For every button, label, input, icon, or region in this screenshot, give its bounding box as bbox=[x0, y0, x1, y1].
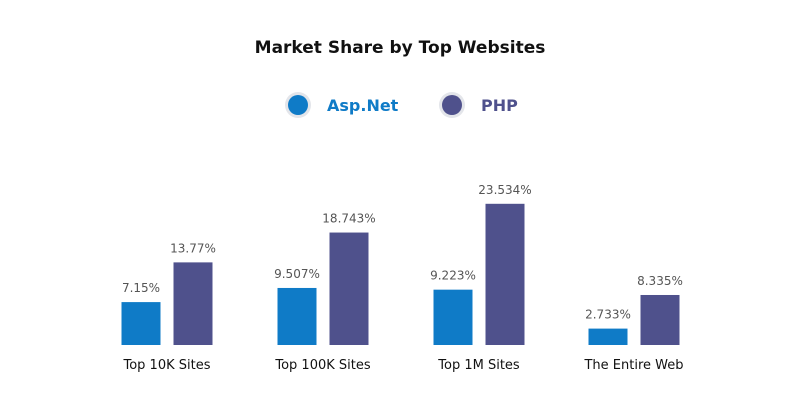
x-tick-label: Top 100K Sites bbox=[274, 358, 370, 373]
bar-php-2 bbox=[485, 203, 525, 345]
bar-aspnet-3 bbox=[588, 328, 628, 345]
chart-title: Market Share by Top Websites bbox=[255, 38, 546, 58]
data-label: 13.77% bbox=[170, 241, 216, 255]
data-label: 18.743% bbox=[322, 212, 375, 226]
bars: 7.15% 13.77% Top 10K Sites 9.507% 18.743% Top… bbox=[121, 183, 684, 373]
legend-label-aspnet: Asp.Net bbox=[327, 96, 399, 115]
legend-marker-php-dot bbox=[442, 95, 462, 115]
bar-php-0 bbox=[173, 262, 213, 345]
bar-php-3 bbox=[640, 294, 680, 345]
bar-aspnet-1 bbox=[277, 287, 317, 345]
data-label: 2.733% bbox=[585, 308, 631, 322]
data-label: 23.534% bbox=[478, 183, 531, 197]
x-tick-label: Top 1M Sites bbox=[437, 358, 520, 373]
data-label: 7.15% bbox=[122, 281, 160, 295]
data-label: 9.223% bbox=[430, 269, 476, 283]
data-label: 8.335% bbox=[637, 274, 683, 288]
x-tick-label: The Entire Web bbox=[583, 358, 683, 373]
legend: Asp.Net PHP bbox=[285, 92, 518, 118]
bar-php-1 bbox=[329, 232, 369, 345]
x-tick-label: Top 10K Sites bbox=[122, 358, 210, 373]
legend-marker-aspnet-dot bbox=[288, 95, 308, 115]
legend-label-php: PHP bbox=[481, 96, 518, 115]
bar-aspnet-2 bbox=[433, 289, 473, 345]
bar-aspnet-0 bbox=[121, 302, 161, 345]
data-label: 9.507% bbox=[274, 267, 320, 281]
